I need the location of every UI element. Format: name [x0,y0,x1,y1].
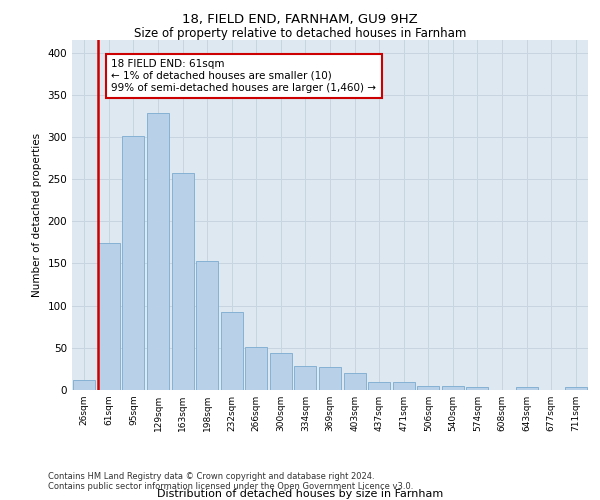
Bar [466,388,488,390]
Bar [417,386,439,390]
Bar [221,312,243,390]
Bar [270,353,292,390]
Text: 18, FIELD END, FARNHAM, GU9 9HZ: 18, FIELD END, FARNHAM, GU9 9HZ [182,12,418,26]
Bar [245,347,268,390]
Bar [98,244,120,390]
Text: Contains HM Land Registry data © Crown copyright and database right 2024.: Contains HM Land Registry data © Crown c… [48,472,374,481]
Text: Distribution of detached houses by size in Farnham: Distribution of detached houses by size … [157,489,443,499]
Bar [295,366,316,390]
Bar [565,388,587,390]
Y-axis label: Number of detached properties: Number of detached properties [32,133,42,297]
Bar [344,373,365,390]
Bar [196,261,218,390]
Bar [368,382,390,390]
Bar [73,380,95,390]
Bar [172,174,194,390]
Bar [442,386,464,390]
Text: Size of property relative to detached houses in Farnham: Size of property relative to detached ho… [134,28,466,40]
Text: Contains public sector information licensed under the Open Government Licence v3: Contains public sector information licen… [48,482,413,491]
Bar [122,136,145,390]
Bar [147,114,169,390]
Text: 18 FIELD END: 61sqm
← 1% of detached houses are smaller (10)
99% of semi-detache: 18 FIELD END: 61sqm ← 1% of detached hou… [112,60,376,92]
Bar [319,367,341,390]
Bar [515,386,538,390]
Bar [392,382,415,390]
